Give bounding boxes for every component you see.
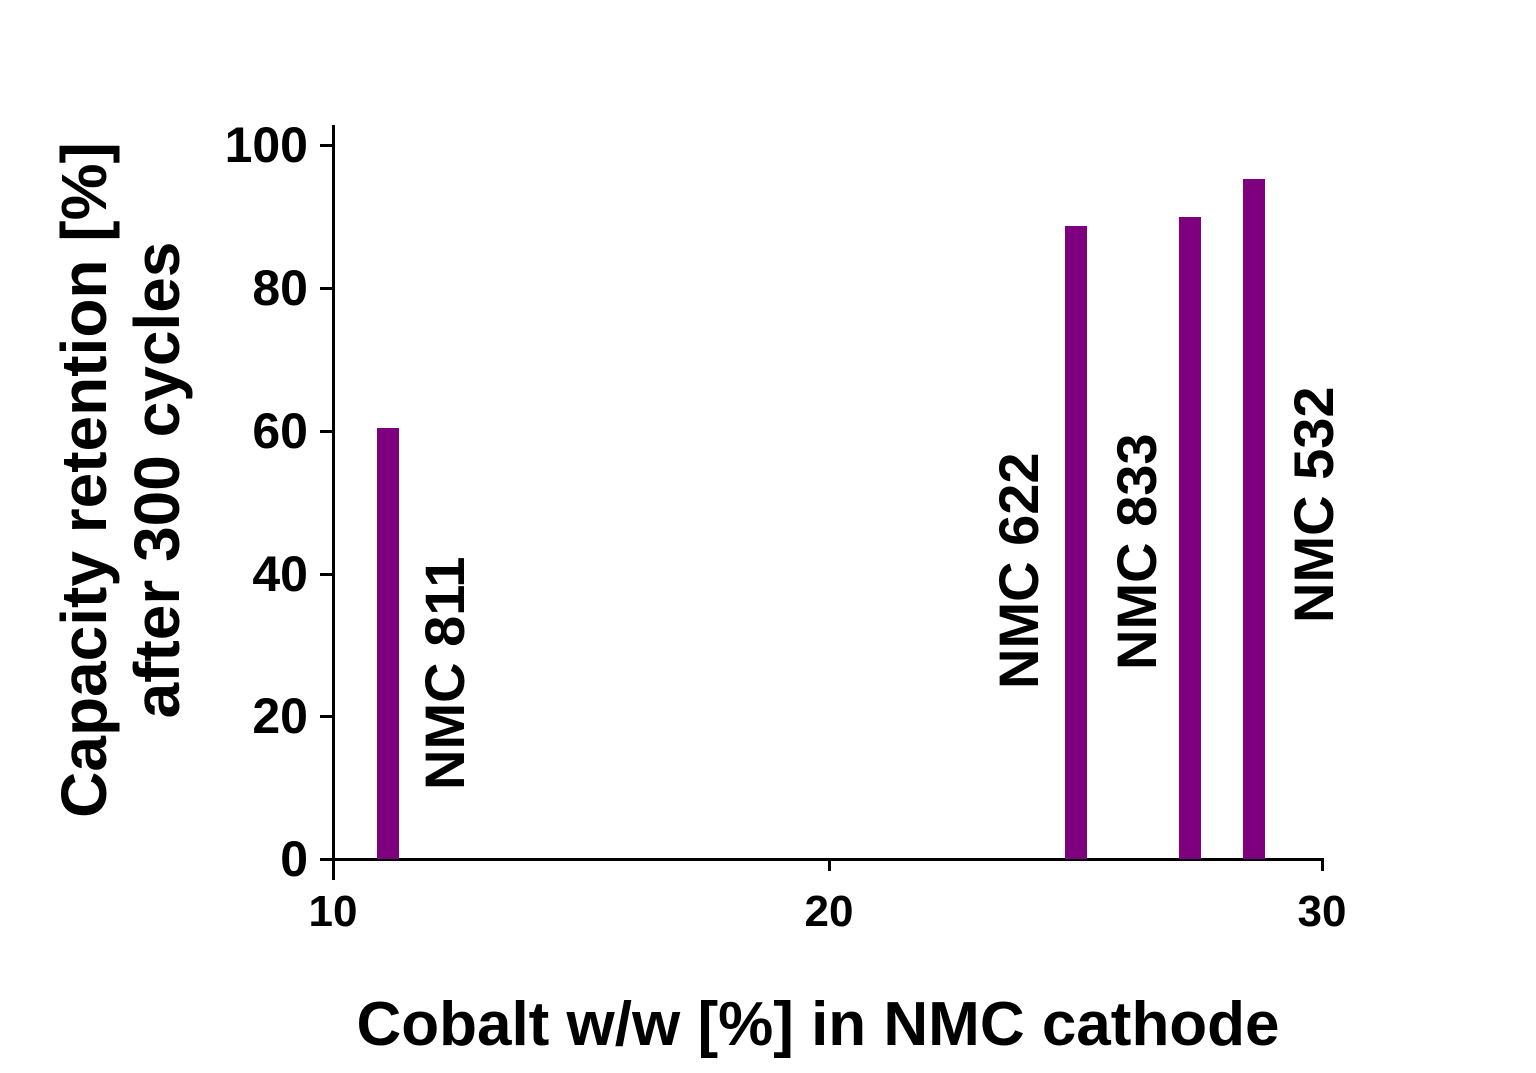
x-tick: [332, 858, 335, 880]
y-tick: [320, 144, 333, 147]
y-tick-label: 100: [224, 117, 308, 173]
x-tick-label: 10: [308, 887, 358, 936]
bar-label-nmc-622: NMC 622: [987, 452, 1050, 689]
bar-nmc-622: [1065, 226, 1087, 859]
x-tick: [1321, 858, 1324, 871]
y-tick: [320, 430, 333, 433]
x-tick-label: 30: [1297, 887, 1347, 936]
x-axis-line: [320, 858, 1324, 861]
bar-nmc-833: [1179, 217, 1201, 859]
bar-label-nmc-833: NMC 833: [1105, 433, 1168, 670]
y-tick: [320, 287, 333, 290]
bar-nmc-811: [377, 428, 399, 859]
bar-label-nmc-811: NMC 811: [413, 556, 476, 790]
y-axis-title-line2: after 300 cycles: [121, 241, 193, 719]
bar-nmc-532: [1243, 179, 1265, 859]
y-tick-label: 0: [280, 831, 308, 887]
bar-label-nmc-532: NMC 532: [1282, 386, 1345, 623]
x-tick-label: 20: [804, 887, 854, 936]
y-axis-title-line1: Capacity retention [%]: [48, 142, 120, 818]
y-axis-line: [332, 125, 335, 880]
y-tick: [320, 573, 333, 576]
y-tick-label: 20: [252, 688, 308, 744]
y-tick-label: 40: [252, 546, 308, 602]
y-tick-label: 60: [252, 403, 308, 459]
x-tick: [828, 858, 831, 871]
y-tick: [320, 715, 333, 718]
x-axis-title: Cobalt w/w [%] in NMC cathode: [356, 990, 1280, 1059]
y-tick-label: 80: [252, 260, 308, 316]
